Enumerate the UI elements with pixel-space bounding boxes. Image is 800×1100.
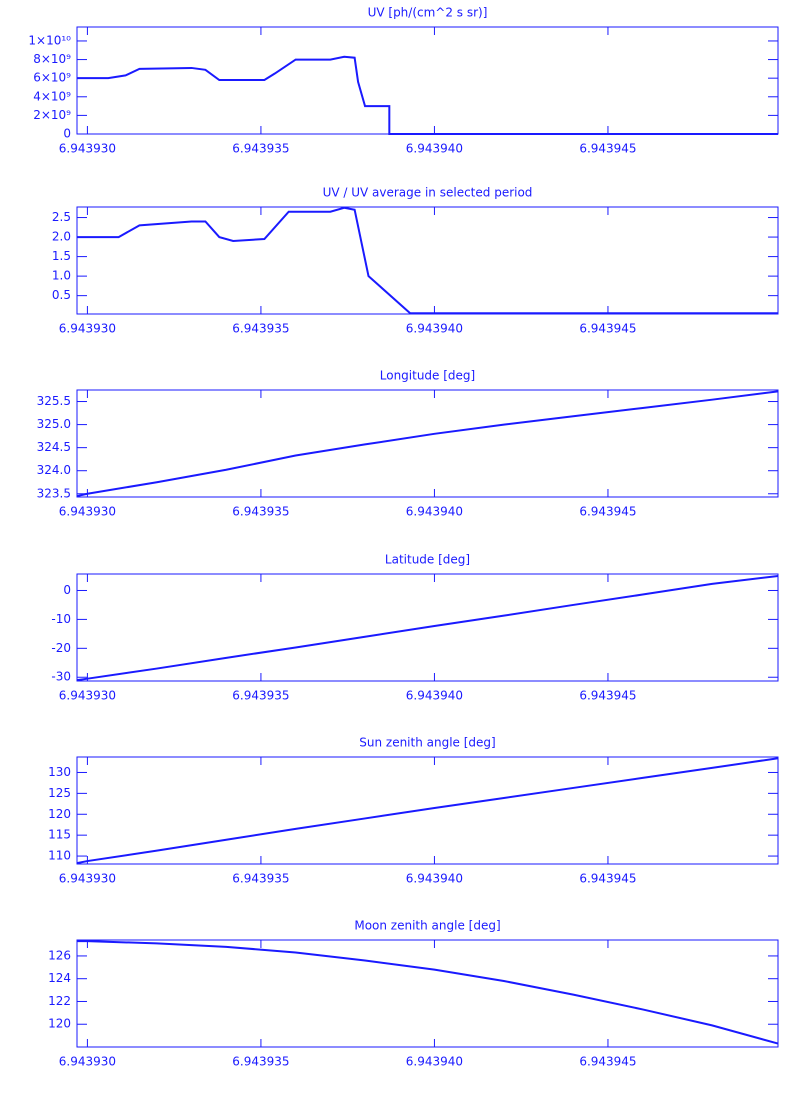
y-tick-label: 120 xyxy=(48,1017,71,1031)
x-tick-label: 6.943930 xyxy=(59,689,116,703)
y-tick-label: 115 xyxy=(48,828,71,842)
y-tick-label: -20 xyxy=(51,641,71,655)
x-tick-label: 6.943940 xyxy=(406,322,463,336)
x-tick-label: 6.943945 xyxy=(579,872,636,886)
y-tick-label: 2.5 xyxy=(52,210,71,224)
data-line xyxy=(76,390,779,498)
plot-frame xyxy=(76,939,779,1048)
y-tick-label: 0 xyxy=(63,583,71,597)
plot-frame xyxy=(76,573,779,682)
x-tick-label: 6.943935 xyxy=(232,322,289,336)
panel-title: Moon zenith angle [deg] xyxy=(354,919,500,933)
y-tick-label: 120 xyxy=(48,807,71,821)
panel-title: Latitude [deg] xyxy=(385,553,470,567)
y-tick-label: 324.5 xyxy=(37,440,71,454)
y-tick-label: 0 xyxy=(63,127,71,141)
x-tick-label: 6.943935 xyxy=(232,142,289,156)
y-tick-label: 122 xyxy=(48,994,71,1008)
x-tick-label: 6.943945 xyxy=(579,505,636,519)
x-tick-label: 6.943930 xyxy=(59,505,116,519)
y-tick-label: 325.0 xyxy=(37,417,71,431)
y-tick-label: 6×10⁹ xyxy=(33,71,71,85)
plot-frame xyxy=(76,389,779,498)
y-tick-label: 2×10⁹ xyxy=(33,108,71,122)
panel-title: Longitude [deg] xyxy=(380,369,475,383)
y-tick-label: 1.0 xyxy=(52,269,71,283)
y-tick-label: -10 xyxy=(51,612,71,626)
y-tick-label: 124 xyxy=(48,971,71,985)
x-tick-label: 6.943930 xyxy=(59,1055,116,1069)
data-line xyxy=(77,206,778,315)
x-tick-label: 6.943935 xyxy=(232,872,289,886)
y-tick-label: -30 xyxy=(51,670,71,684)
y-tick-label: 2.0 xyxy=(52,230,71,244)
y-tick-label: 110 xyxy=(48,849,71,863)
x-tick-label: 6.943930 xyxy=(59,872,116,886)
x-tick-label: 6.943945 xyxy=(579,322,636,336)
panel-title: UV [ph/(cm^2 s sr)] xyxy=(368,6,488,20)
y-tick-label: 4×10⁹ xyxy=(33,89,71,103)
y-tick-label: 324.0 xyxy=(37,463,71,477)
data-line xyxy=(76,575,779,682)
x-tick-label: 6.943935 xyxy=(232,1055,289,1069)
y-tick-label: 125 xyxy=(48,786,71,800)
x-tick-label: 6.943940 xyxy=(406,505,463,519)
x-tick-label: 6.943945 xyxy=(579,689,636,703)
plot-frame xyxy=(76,26,779,135)
y-tick-label: 126 xyxy=(48,948,71,962)
x-tick-label: 6.943945 xyxy=(579,1055,636,1069)
data-line xyxy=(77,940,779,1045)
x-tick-label: 6.943940 xyxy=(406,142,463,156)
x-tick-label: 6.943940 xyxy=(406,1055,463,1069)
x-tick-label: 6.943940 xyxy=(406,689,463,703)
x-tick-label: 6.943935 xyxy=(232,689,289,703)
y-tick-label: 130 xyxy=(48,765,71,779)
y-tick-label: 323.5 xyxy=(37,486,71,500)
x-tick-label: 6.943930 xyxy=(59,322,116,336)
y-tick-label: 1×10¹⁰ xyxy=(28,33,71,47)
x-tick-label: 6.943945 xyxy=(579,142,636,156)
plot-frame xyxy=(76,756,779,865)
panel-title: Sun zenith angle [deg] xyxy=(359,736,495,750)
y-tick-label: 1.5 xyxy=(52,249,71,263)
data-line xyxy=(76,757,779,865)
x-tick-label: 6.943940 xyxy=(406,872,463,886)
panel-title: UV / UV average in selected period xyxy=(323,186,533,200)
y-tick-label: 0.5 xyxy=(52,288,71,302)
x-tick-label: 6.943930 xyxy=(59,142,116,156)
x-tick-label: 6.943935 xyxy=(232,505,289,519)
y-tick-label: 8×10⁹ xyxy=(33,52,71,66)
data-line xyxy=(77,55,778,135)
y-tick-label: 325.5 xyxy=(37,394,71,408)
